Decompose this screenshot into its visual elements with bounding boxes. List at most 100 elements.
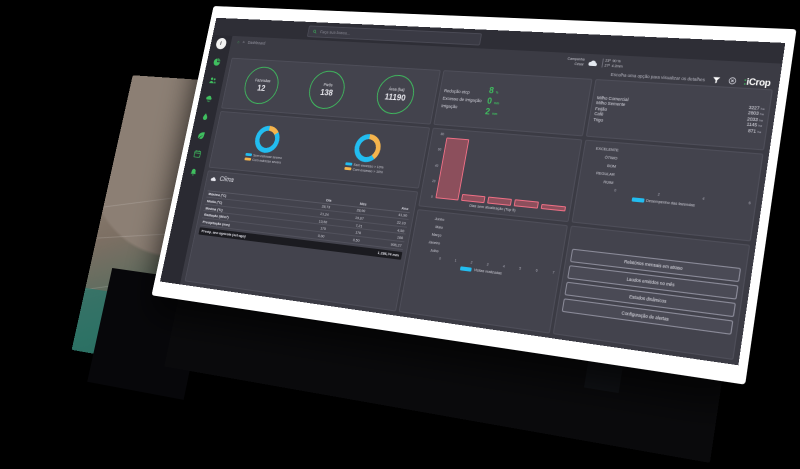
weather-location: Campanha César [566,57,585,66]
category-label: BOM [606,163,617,169]
search-icon [312,29,317,34]
crop-name[interactable]: Trigo [592,116,604,123]
y-tick: 20 [431,178,436,184]
sidebar-item-irrigacao[interactable] [200,111,211,122]
crop-names: Milho Comercial Milho Semente Feijão Caf… [593,95,629,124]
category-label: ÓTIMO [604,155,618,161]
donut-legend: Sem estresse severo Com estresse severo [244,152,282,164]
visitas-realizadas-chart[interactable]: Junho Maio Março [398,209,568,334]
weather-temp-low: 27º [604,63,611,68]
kpi-value: 138 [319,87,334,98]
bar[interactable] [513,198,539,209]
x-tick: 2 [657,192,661,197]
category-label: RUIM [603,179,614,185]
x-tick: 6 [535,268,538,273]
kpi-label: Fazendas [254,77,271,84]
legend-swatch-blue [631,197,645,203]
bar[interactable] [486,196,512,206]
sidebar-item-cultura[interactable] [196,130,207,141]
kpi-label: Pivôs [323,82,334,88]
x-tick: 0 [613,188,617,193]
category-label: REGULAR [595,170,616,177]
home-icon[interactable]: ⌂ [236,39,241,45]
leaf-icon [197,131,205,140]
crop-unit: ha [757,129,762,134]
legend-label: Desempenho das fazendas [645,198,696,208]
bar[interactable] [460,193,486,204]
x-tick: 6 [748,200,751,206]
clima-footer-value: 1.286,74 mm [377,250,400,258]
reduction-label-1: Excesso de Irrigação [442,95,483,103]
category-label: EXCELENTE [595,146,620,152]
clima-footer-label: Precip. ano agrícola (set-ago) [201,228,247,239]
calendar-icon [193,149,203,159]
legend-swatch-blue [245,152,253,157]
sidebar-item-dashboard[interactable] [211,57,222,68]
sidebar-item-clima[interactable] [203,93,214,104]
actions-card: Relatórios mensais em atraso Laudos emit… [552,225,751,361]
category-label: Junho [434,216,445,222]
reduction-label-2: Irrigação [440,102,458,109]
category-label: Março [431,232,442,238]
kpi-pivos[interactable]: Pivôs 138 [306,69,349,111]
donut-chart [352,132,384,163]
search-placeholder-text: Faça sua busca... [319,29,351,36]
water-drop-icon [202,113,209,121]
filter-icon[interactable] [711,75,722,85]
reduction-value-2: 2 [484,106,491,117]
reduction-block: Redução etcp Excesso de Irrigação Irriga… [438,74,586,132]
sidebar-logo[interactable]: i [214,37,227,50]
legend-swatch-orange [343,166,352,171]
kpi-value: 11190 [383,91,407,103]
desempenho-fazendas-chart[interactable]: EXCELENTE ÓTIMO BOM [571,139,764,242]
x-tick: 1 [454,258,457,263]
cloud-icon [586,58,599,67]
legend-swatch-orange [244,157,252,161]
category-label: Janeiro [428,239,441,246]
donut-legend: Sem excesso > 10% Com excesso > 10% [343,161,384,174]
weather-rain-mm: 4.2mm [611,63,624,69]
donut-chart [252,124,282,154]
kpi-fazendas[interactable]: Fazendas 12 [241,65,283,106]
crop-unit: ha [760,106,765,111]
sidebar-item-produtores[interactable] [207,75,218,86]
kpi-area[interactable]: Área (ha) 11190 [373,73,418,116]
x-tick: 2 [470,260,473,265]
bar[interactable] [540,203,566,212]
y-tick: 40 [434,163,439,168]
brand-name: iCrop [745,76,772,89]
crop-unit: ha [758,117,764,123]
y-tick: 80 [440,132,445,137]
x-tick: 0 [438,256,442,261]
dias-sem-atualizacao-chart[interactable]: 80 60 40 20 0 [418,127,582,223]
x-tick: 4 [702,196,705,202]
sidebar-item-agenda[interactable] [192,148,203,159]
chart-bars [434,132,577,213]
category-label: Maio [435,224,444,230]
column-right: Milho Comercial Milho Semente Feijão Caf… [552,79,773,361]
crops-card: Milho Comercial Milho Semente Feijão Caf… [585,79,773,151]
cloud-icon [210,177,217,182]
brand-logo: :iCrop [743,76,772,88]
crop-values: 3227 ha 2803 ha 2033 ha 1145 ha 871 ha [745,104,765,133]
close-icon[interactable] [727,76,738,86]
weather-state: César [574,61,585,66]
x-tick: 7 [552,270,555,275]
column-left: Fazendas 12 Pivôs 138 Área (ha) 11190 [184,57,441,312]
bell-icon [190,168,197,176]
kpi-value: 12 [256,83,267,93]
x-tick: 4 [502,264,506,269]
legend-swatch-blue [344,161,353,166]
y-tick: 60 [437,147,442,152]
breadcrumb-current[interactable]: Dashboard [247,40,266,46]
legend-label: Visitas realizadas [473,267,503,276]
crop-value: 871 [747,127,757,134]
donut-estresse-severo[interactable]: Sem estresse severo Com estresse severo [213,115,320,174]
sidebar-item-alertas[interactable] [188,167,199,179]
x-tick: 5 [518,266,522,271]
legend-swatch-blue [460,266,473,272]
reduction-unit-1: mm [493,101,500,106]
donut-excesso-irrigacao[interactable]: Sem excesso > 10% Com excesso > 10% [310,123,424,185]
